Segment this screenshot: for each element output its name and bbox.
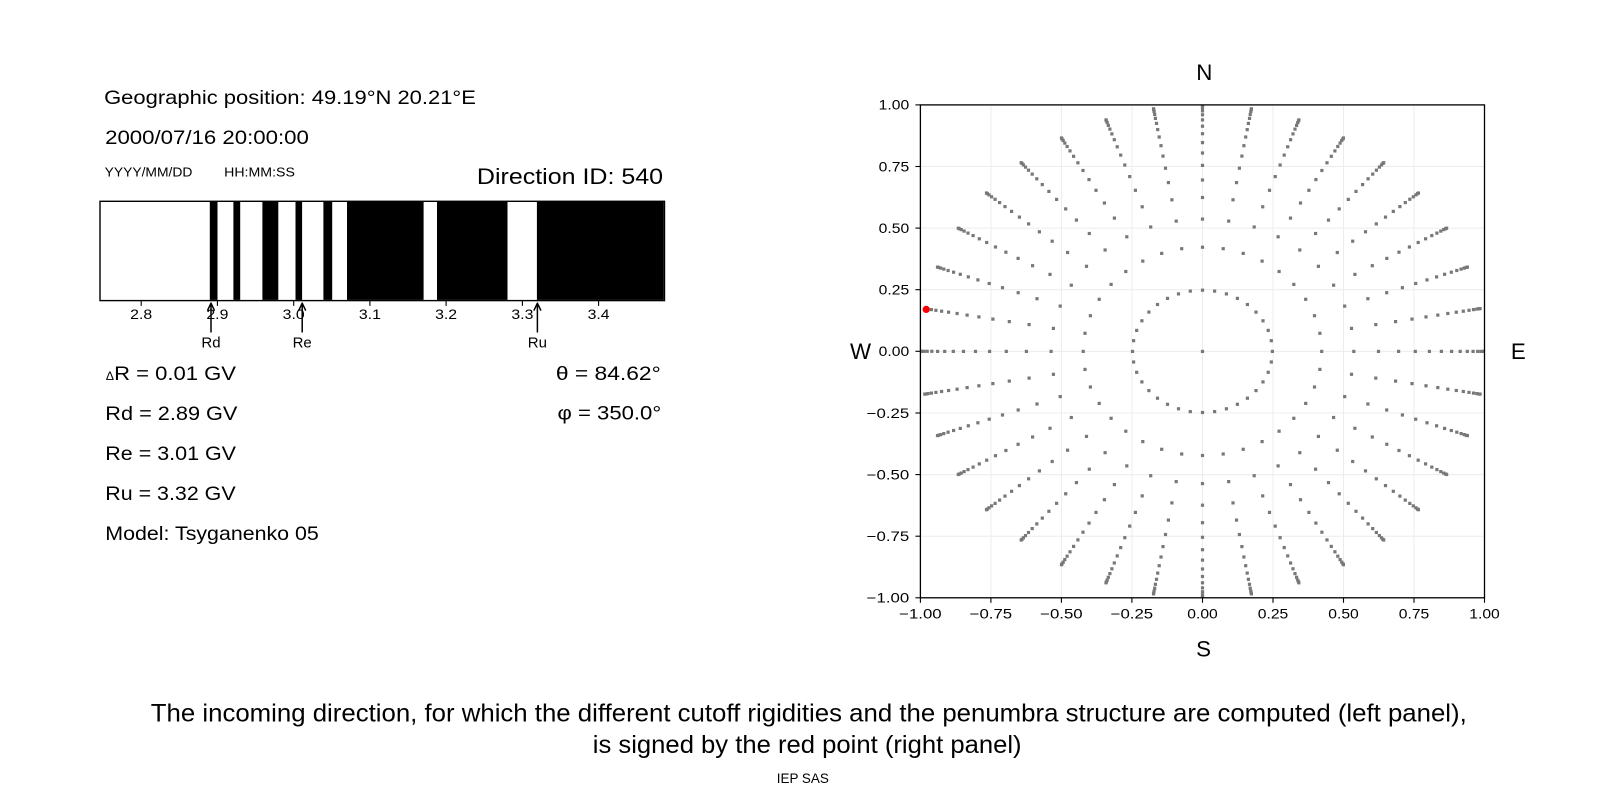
- svg-text:3.3: 3.3: [511, 307, 533, 322]
- svg-text:φ = 350.0°: φ = 350.0°: [558, 403, 662, 425]
- svg-text:0.25: 0.25: [1258, 606, 1289, 621]
- svg-text:0.75: 0.75: [1399, 606, 1430, 621]
- svg-text:0.00: 0.00: [1187, 606, 1218, 621]
- svg-text:W: W: [850, 339, 871, 364]
- svg-text:0.50: 0.50: [1328, 606, 1359, 621]
- svg-text:2000/07/16 20:00:00: 2000/07/16 20:00:00: [105, 127, 309, 149]
- svg-text:θ = 84.62°: θ = 84.62°: [556, 363, 661, 385]
- svg-text:−0.75: −0.75: [970, 606, 1013, 621]
- svg-text:−0.50: −0.50: [1040, 606, 1083, 621]
- svg-text:−1.00: −1.00: [867, 591, 910, 606]
- svg-text:0.50: 0.50: [879, 221, 910, 236]
- svg-text:2.9: 2.9: [206, 307, 228, 322]
- svg-text:HH:MM:SS: HH:MM:SS: [224, 165, 295, 180]
- svg-text:0.00: 0.00: [879, 344, 910, 359]
- svg-text:YYYY/MM/DD: YYYY/MM/DD: [105, 165, 193, 180]
- svg-text:0.75: 0.75: [879, 159, 910, 174]
- svg-text:−0.75: −0.75: [867, 529, 910, 544]
- svg-text:0.25: 0.25: [879, 283, 910, 298]
- svg-text:−0.25: −0.25: [867, 406, 910, 421]
- svg-text:IEP SAS: IEP SAS: [777, 771, 829, 786]
- svg-text:is signed by the red point (ri: is signed by the red point (right panel): [593, 731, 1022, 759]
- svg-text:Model: Tsyganenko 05: Model: Tsyganenko 05: [105, 523, 319, 545]
- svg-text:2.8: 2.8: [130, 307, 152, 322]
- svg-text:R = 0.01 GV: R = 0.01 GV: [114, 363, 236, 385]
- svg-text:−1.00: −1.00: [899, 606, 942, 621]
- svg-text:Ru: Ru: [528, 335, 547, 352]
- svg-text:3.1: 3.1: [359, 307, 381, 322]
- svg-text:3.2: 3.2: [435, 307, 457, 322]
- svg-text:−0.25: −0.25: [1111, 606, 1154, 621]
- svg-text:∆: ∆: [106, 369, 114, 383]
- svg-text:−0.50: −0.50: [867, 467, 910, 482]
- svg-text:3.4: 3.4: [588, 307, 611, 322]
- svg-text:Ru = 3.32 GV: Ru = 3.32 GV: [105, 483, 235, 505]
- svg-text:N: N: [1196, 60, 1212, 85]
- svg-text:Re: Re: [293, 335, 312, 352]
- svg-text:Rd: Rd: [201, 335, 220, 352]
- svg-text:1.00: 1.00: [879, 98, 910, 113]
- svg-text:Rd = 2.89 GV: Rd = 2.89 GV: [105, 403, 237, 425]
- svg-text:S: S: [1196, 636, 1211, 661]
- svg-text:Geographic position: 49.19°N 2: Geographic position: 49.19°N 20.21°E: [104, 87, 476, 109]
- svg-text:The incoming direction, for wh: The incoming direction, for which the di…: [151, 700, 1467, 728]
- svg-text:Re = 3.01 GV: Re = 3.01 GV: [105, 443, 236, 465]
- svg-text:E: E: [1511, 339, 1526, 364]
- svg-text:Direction ID: 540: Direction ID: 540: [477, 164, 663, 189]
- svg-text:3.0: 3.0: [283, 307, 305, 322]
- svg-text:1.00: 1.00: [1469, 606, 1500, 621]
